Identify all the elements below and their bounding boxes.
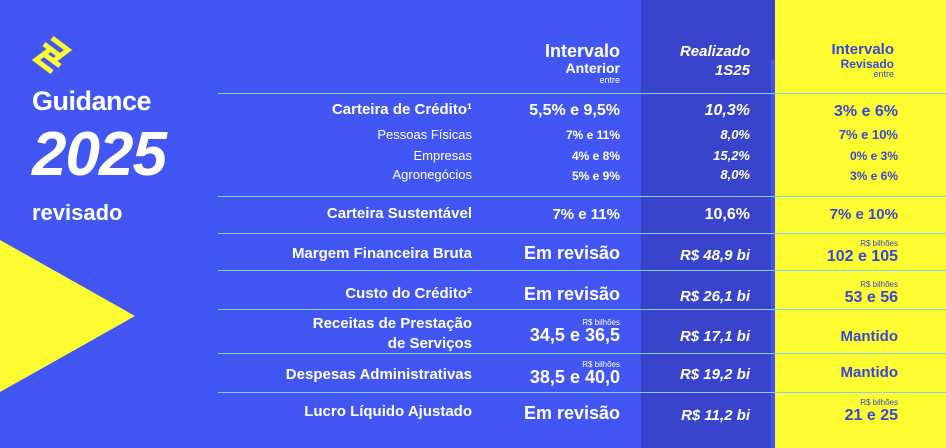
rev-receitas-servicos: Mantido [840,328,899,345]
prev-pessoas-fisicas: 7% e 11% [565,128,620,142]
unit-label: R$ bilhões [582,318,620,327]
row-label-lucro-liquido: Lucro Líquido Ajustado [304,403,472,420]
row-label-carteira-sustentavel: Carteira Sustentável [326,205,472,222]
prev-receitas-value: 34,5 e 36,5 [529,325,620,345]
header-real-line1: Realizado [679,43,750,60]
rev-custo-credito: R$ bilhões 53 e 56 [845,280,898,306]
real-carteira-credito: 10,3% [704,102,750,119]
row-label-despesas-administrativas: Despesas Administrativas [285,366,472,383]
real-lucro-liquido: R$ 11,2 bi [681,407,750,424]
brand-subtitle-revisado: revisado [32,200,123,225]
real-empresas: 15,2% [713,148,750,163]
header-prev-line3: entre [599,74,620,85]
unit-label: R$ bilhões [860,280,898,289]
row-label-empresas: Empresas [413,148,472,163]
rev-pessoas-fisicas: 7% e 10% [838,127,898,142]
separator-line [218,93,946,94]
row-label-margem-financeira: Margem Financeira Bruta [291,245,472,262]
row-label-receitas-line1: Receitas de Prestação [312,315,472,332]
prev-empresas: 4% e 8% [571,149,620,163]
rev-margem-value: 102 e 105 [826,248,898,265]
separator-line [218,309,946,310]
separator-line [218,270,946,271]
header-intervalo-revisado: Intervalo Revisado entre [831,42,894,80]
rev-custo-value: 53 e 56 [844,289,898,306]
rev-lucro-liquido: R$ bilhões 21 e 25 [845,398,898,424]
real-carteira-sustentavel: 10,6% [704,206,750,223]
brand-year: 2025 [32,120,167,189]
header-rev-line1: Intervalo [831,41,894,58]
header-realizado: Realizado 1S25 [680,44,750,79]
real-pessoas-fisicas: 8,0% [720,127,750,142]
bb-logo-icon [32,36,72,74]
unit-label: R$ bilhões [860,239,898,248]
rev-despesas-administrativas: Mantido [840,364,899,381]
header-prev-line2: Anterior [565,59,620,76]
real-custo-credito: R$ 26,1 bi [679,288,750,305]
yellow-triangle [0,240,135,392]
unit-label: R$ bilhões [582,360,620,369]
row-label-receitas-servicos: Receitas de Prestação de Serviços [313,314,472,354]
band-corner-shape [758,0,946,60]
rev-margem-financeira: R$ bilhões 102 e 105 [827,239,898,265]
header-intervalo-anterior: Intervalo Anterior entre [545,42,620,85]
rev-agronegocios: 3% e 6% [849,169,898,183]
prev-despesas-value: 38,5 e 40,0 [529,367,620,387]
prev-carteira-sustentavel: 7% e 11% [552,206,620,223]
header-real-line2: 1S25 [714,61,750,79]
header-rev-line2: Revisado [840,56,894,71]
prev-despesas-administrativas: R$ bilhões 38,5 e 40,0 [530,360,620,386]
row-label-custo-credito: Custo do Crédito² [345,285,472,302]
prev-custo-credito: Em revisão [523,284,620,304]
row-label-receitas-line2: de Serviços [387,335,472,352]
prev-agronegocios: 5% e 9% [571,169,620,183]
real-agronegocios: 8,0% [720,167,750,182]
brand-title-guidance: Guidance [32,86,152,116]
real-despesas-administrativas: R$ 19,2 bi [679,366,750,383]
prev-margem-financeira: Em revisão [523,243,620,263]
row-label-agronegocios: Agronegócios [392,167,473,182]
separator-line [218,196,946,197]
separator-line [218,392,946,393]
realizado-band [641,0,771,448]
row-label-carteira-credito: Carteira de Crédito¹ [331,101,472,118]
real-receitas-servicos: R$ 17,1 bi [679,328,750,345]
header-prev-line1: Intervalo [544,41,620,61]
real-margem-financeira: R$ 48,9 bi [679,247,750,264]
rev-lucro-value: 21 e 25 [844,407,898,424]
separator-line [218,353,946,354]
rev-empresas: 0% e 3% [849,149,898,163]
prev-carteira-credito: 5,5% e 9,5% [529,102,620,119]
separator-line [218,233,946,234]
prev-receitas-servicos: R$ bilhões 34,5 e 36,5 [530,318,620,344]
header-rev-line3: entre [873,69,894,80]
unit-label: R$ bilhões [860,398,898,407]
row-label-pessoas-fisicas: Pessoas Físicas [377,127,472,142]
revisado-band [775,0,946,448]
rev-carteira-credito: 3% e 6% [833,103,898,120]
prev-lucro-liquido: Em revisão [523,403,620,423]
rev-carteira-sustentavel: 7% e 10% [829,206,898,223]
